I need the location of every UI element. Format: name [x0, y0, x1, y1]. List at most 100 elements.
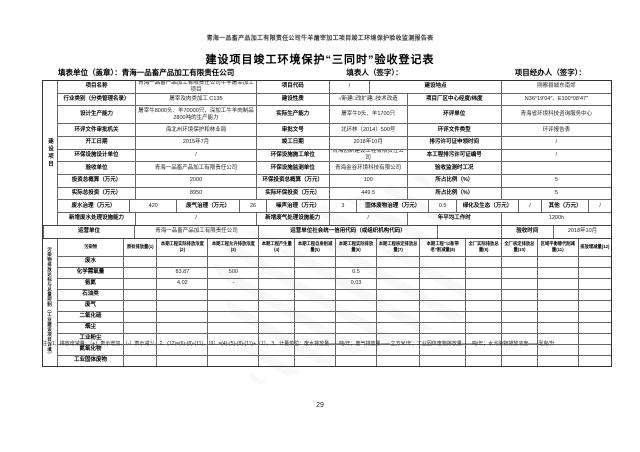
- page-number: 29: [316, 402, 324, 409]
- field-label: 审批文号: [255, 124, 329, 136]
- pollutant-row: 二氧化硫: [58, 310, 611, 322]
- field-value: [258, 267, 294, 278]
- field-label: 环保设施设计单位: [74, 151, 119, 158]
- field-value: [375, 311, 419, 322]
- field-value: [258, 278, 294, 289]
- field-value: [501, 344, 537, 355]
- field-value: [501, 267, 537, 278]
- field-value: [207, 256, 258, 267]
- field-value: [419, 267, 465, 278]
- field-value: [375, 256, 419, 267]
- field-value: 1200h: [500, 212, 611, 225]
- field-label: 设计生产能力: [80, 111, 114, 118]
- field-value: [465, 355, 501, 366]
- field-value: [501, 289, 537, 300]
- field-label: 所占比例（%）: [406, 187, 501, 200]
- field-value: 100: [328, 174, 407, 187]
- field-label: 工业粉尘: [79, 334, 102, 341]
- field-label: 废气治理（万元）: [176, 200, 238, 212]
- field-value: [294, 256, 335, 267]
- field-label: 运营单位社会统一信用代码（或组织机构代码）: [258, 225, 437, 238]
- field-value: [335, 355, 376, 366]
- report-header-note: 青海一品畜产品加工有限责任公司牛羊屠宰加工项目竣工环境保护验收监测报告表: [206, 36, 434, 42]
- field-value: [577, 344, 611, 355]
- pollutant-row: 氨氮 4.02- 0.03: [58, 277, 611, 289]
- field-value: [501, 355, 537, 366]
- field-value: [465, 256, 501, 267]
- field-label: 绿化及生态（万元）: [455, 200, 518, 212]
- table-row: 环评文件审批机关 海北州环境保护和林业局 审批文号 北环林〔2014〕500号 环评文件…: [58, 123, 611, 136]
- field-label: 污染物: [84, 244, 97, 250]
- field-value: [375, 333, 419, 344]
- field-value: [577, 300, 611, 311]
- field-label: 本工程排污许可证编号: [406, 149, 501, 162]
- field-value: [123, 267, 156, 278]
- field-value: [536, 311, 578, 322]
- construction-project-section: 建设项目 项目名称 青海一品畜产品加工有限责任公司牛羊屠宰加工项目 项目代码 / 建设地…: [43, 81, 611, 225]
- field-value: [258, 322, 294, 333]
- pollutant-row: 氮氧化物: [58, 343, 611, 355]
- field-label: 本期工程允许排放浓度(3): [207, 238, 258, 256]
- field-label: 全厂核定排放总量(10): [501, 238, 537, 256]
- field-value: [419, 256, 465, 267]
- field-label: 新增废水处理设施能力: [69, 215, 125, 222]
- field-value: [156, 256, 207, 267]
- field-value: [577, 278, 611, 289]
- field-label: 区域平衡替代削减量(11): [536, 238, 578, 256]
- field-value: [375, 355, 419, 366]
- field-value: [207, 333, 258, 344]
- field-value: 海北州环境保护和林业局: [135, 124, 256, 136]
- operator-row: 运营单位 青海一品畜产品加工有限责任公司 运营单位社会统一信用代码（或组织机构代码）…: [43, 224, 611, 238]
- pollutant-row: 工业粉尘: [58, 332, 611, 344]
- field-value: [258, 311, 294, 322]
- field-value: [207, 355, 258, 366]
- field-label: 废水: [85, 257, 97, 264]
- fill-person-label: 填表人（签字）：: [346, 68, 403, 77]
- field-value: 8950: [135, 187, 256, 200]
- field-value: [536, 355, 578, 366]
- field-label: 年平均工作时: [406, 212, 501, 225]
- field-value: 青海一品畜产品加工有限责任公司牛羊屠宰加工项目: [135, 81, 256, 93]
- field-value: 2018年10月: [328, 136, 407, 149]
- field-label: 废气: [85, 301, 97, 308]
- table-row: 项目名称 青海一品畜产品加工有限责任公司牛羊屠宰加工项目 项目代码 / 建设地点 刚察县城…: [58, 81, 611, 93]
- field-value: [465, 278, 501, 289]
- field-value: 500: [207, 267, 258, 278]
- field-value: 4.02: [156, 278, 207, 289]
- field-value: 5: [500, 187, 611, 200]
- field-value: 0.03: [335, 278, 376, 289]
- field-value: [536, 344, 578, 355]
- field-value: [294, 311, 335, 322]
- field-value: [123, 300, 156, 311]
- field-value: [294, 355, 335, 366]
- field-label: 烟尘: [85, 323, 97, 330]
- field-label: 噪声治理（万元）: [266, 200, 328, 212]
- field-label: 二氧化硫: [79, 312, 102, 319]
- construction-side-label: 建设项目: [43, 81, 58, 225]
- field-label: 验收监测时工况: [406, 162, 501, 174]
- pollutant-row: 烟尘: [58, 321, 611, 333]
- field-label: 工业固体废物: [74, 356, 108, 363]
- table-row: 投资总概算（万元） 2000 环保投资总概算（万元） 100 所占比例（%） 5: [58, 173, 611, 187]
- field-value: [536, 278, 578, 289]
- pollutant-row: 化学需氧量 83.87 500 0.5: [58, 266, 611, 278]
- field-value: [501, 322, 537, 333]
- field-value: [294, 344, 335, 355]
- field-value: [294, 289, 335, 300]
- field-value: [335, 322, 376, 333]
- field-label: 项目厂区中心经度/纬度: [406, 93, 501, 106]
- field-value: [375, 289, 419, 300]
- field-value: [375, 344, 419, 355]
- field-label: 本期工程核定排放总量(7): [375, 238, 419, 256]
- field-value: [258, 355, 294, 366]
- field-label: 建设性质: [255, 93, 329, 106]
- field-value: [258, 289, 294, 300]
- field-label: 运营单位: [43, 225, 134, 238]
- field-value: 青海省环境科技咨询服务中心: [500, 106, 611, 124]
- field-value: [123, 333, 156, 344]
- field-value: [156, 289, 207, 300]
- field-value: 屠宰牛8000头、羊70000只，深加工牛羊肉制品2800吨的生产能力: [135, 106, 256, 124]
- field-value: [577, 333, 611, 344]
- field-value: 2018年10月: [553, 225, 611, 238]
